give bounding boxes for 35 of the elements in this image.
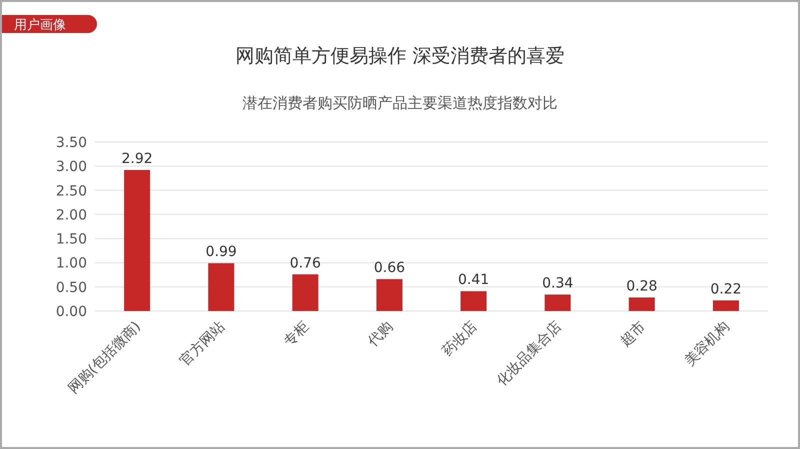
data-label: 0.41 <box>458 272 490 288</box>
chart-title: 网购简单方便易操作 深受消费者的喜爱 <box>235 45 565 67</box>
y-tick-label: 3.50 <box>56 135 87 151</box>
x-tick-label: 超市 <box>618 318 649 350</box>
chart-subtitle: 潜在消费者购买防晒产品主要渠道热度指数对比 <box>242 94 558 112</box>
y-tick-label: 1.50 <box>56 232 87 248</box>
x-tick-label: 官方网站 <box>177 318 228 370</box>
bar <box>712 300 739 311</box>
y-tick-label: 2.50 <box>56 183 87 200</box>
y-tick-label: 1.00 <box>56 256 87 272</box>
annotation-tag: 用户画像 <box>2 15 97 33</box>
y-tick-label: 0.00 <box>56 304 87 320</box>
x-tick-label: 美容机构 <box>682 318 733 370</box>
bar <box>628 297 655 311</box>
bar <box>124 170 150 311</box>
x-tick-label: 网购(包括微商) <box>65 318 144 397</box>
y-tick-label: 3.00 <box>56 159 87 176</box>
bar <box>292 274 318 311</box>
x-tick-label: 专柜 <box>281 318 312 350</box>
data-label: 0.99 <box>206 244 237 260</box>
data-label: 2.92 <box>121 151 153 168</box>
bar <box>376 279 402 311</box>
data-label: 0.76 <box>290 255 321 272</box>
x-tick-label: 药妆店 <box>439 318 480 360</box>
data-label: 0.66 <box>374 260 406 276</box>
y-tick-label: 0.50 <box>56 280 87 296</box>
y-tick-label: 2.00 <box>56 207 87 224</box>
data-label: 0.28 <box>626 278 658 294</box>
x-tick-label: 代购 <box>364 318 396 350</box>
bar <box>208 263 234 311</box>
bar <box>544 294 571 311</box>
x-tick-label: 化妆品集合店 <box>494 318 565 390</box>
data-label: 0.22 <box>710 281 742 298</box>
data-label: 0.34 <box>542 276 574 292</box>
bar <box>460 291 487 311</box>
